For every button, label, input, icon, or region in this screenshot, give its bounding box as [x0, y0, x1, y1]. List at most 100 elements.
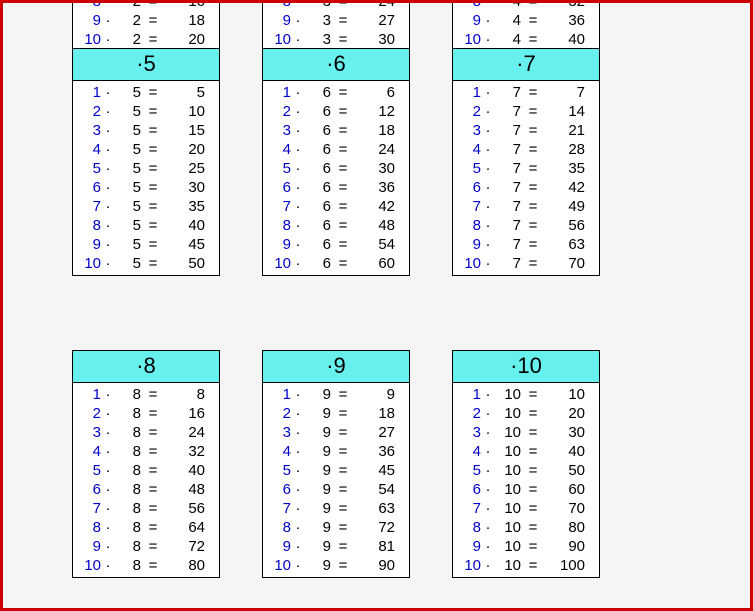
equals-symbol: = [521, 254, 545, 273]
equals-symbol: = [331, 178, 355, 197]
equation-row: 10·6=60 [269, 254, 403, 273]
multiplier-a: 9 [79, 235, 101, 254]
multiplier-a: 8 [269, 518, 291, 537]
dot-symbol: · [291, 159, 305, 178]
product: 25 [165, 159, 205, 178]
multiplier-b: 4 [495, 30, 521, 49]
multiplier-a: 8 [459, 216, 481, 235]
multiplier-a: 7 [269, 197, 291, 216]
equals-symbol: = [141, 140, 165, 159]
equation-row: 7·9=63 [269, 499, 403, 518]
multiplier-a: 6 [459, 178, 481, 197]
multiplier-b: 6 [305, 121, 331, 140]
product: 18 [355, 121, 395, 140]
equals-symbol: = [521, 442, 545, 461]
equation-row: 6·9=54 [269, 480, 403, 499]
equation-row: 7·8=56 [79, 499, 213, 518]
dot-symbol: · [291, 385, 305, 404]
multiplier-b: 2 [115, 30, 141, 49]
multiplier-a: 4 [269, 140, 291, 159]
table-body: 1·6=62·6=123·6=184·6=245·6=306·6=367·6=4… [263, 81, 409, 275]
dot-symbol: · [481, 385, 495, 404]
dot-symbol: · [481, 235, 495, 254]
equals-symbol: = [331, 461, 355, 480]
table-body: 1·3=32·3=63·3=94·3=125·3=156·3=187·3=218… [263, 0, 409, 51]
equals-symbol: = [331, 159, 355, 178]
equals-symbol: = [141, 0, 165, 11]
dot-symbol: · [291, 404, 305, 423]
product: 45 [165, 235, 205, 254]
equals-symbol: = [141, 159, 165, 178]
multiplier-a: 9 [269, 537, 291, 556]
multiplier-b: 5 [115, 121, 141, 140]
product: 36 [545, 11, 585, 30]
multiplier-a: 8 [269, 0, 291, 11]
equals-symbol: = [521, 556, 545, 575]
dot-symbol: · [481, 254, 495, 273]
equals-symbol: = [331, 83, 355, 102]
dot-symbol: · [291, 461, 305, 480]
multiplier-a: 8 [459, 0, 481, 11]
multiplier-b: 6 [305, 178, 331, 197]
product: 81 [355, 537, 395, 556]
equals-symbol: = [521, 404, 545, 423]
product: 35 [545, 159, 585, 178]
multiplier-a: 8 [459, 518, 481, 537]
multiplier-b: 7 [495, 235, 521, 254]
equals-symbol: = [331, 11, 355, 30]
multiplier-b: 10 [495, 556, 521, 575]
equation-row: 5·5=25 [79, 159, 213, 178]
equation-row: 4·7=28 [459, 140, 593, 159]
multiplier-b: 8 [115, 518, 141, 537]
product: 5 [165, 83, 205, 102]
equation-row: 1·8=8 [79, 385, 213, 404]
dot-symbol: · [101, 404, 115, 423]
product: 48 [355, 216, 395, 235]
equals-symbol: = [141, 556, 165, 575]
equals-symbol: = [521, 159, 545, 178]
multiplier-a: 5 [269, 461, 291, 480]
equation-row: 3·7=21 [459, 121, 593, 140]
multiplier-b: 9 [305, 480, 331, 499]
equation-row: 1·5=5 [79, 83, 213, 102]
equation-row: 4·8=32 [79, 442, 213, 461]
dot-symbol: · [481, 556, 495, 575]
dot-symbol: · [481, 480, 495, 499]
product: 36 [355, 178, 395, 197]
dot-symbol: · [101, 102, 115, 121]
dot-symbol: · [291, 140, 305, 159]
equals-symbol: = [331, 254, 355, 273]
equation-row: 5·10=50 [459, 461, 593, 480]
equals-symbol: = [141, 197, 165, 216]
product: 40 [165, 461, 205, 480]
dot-symbol: · [291, 121, 305, 140]
product: 28 [545, 140, 585, 159]
multiplier-a: 10 [269, 30, 291, 49]
multiplier-a: 1 [269, 83, 291, 102]
multiplier-b: 7 [495, 102, 521, 121]
multiplier-a: 7 [79, 197, 101, 216]
multiplier-b: 10 [495, 537, 521, 556]
dot-symbol: · [101, 11, 115, 30]
dot-symbol: · [291, 537, 305, 556]
product: 49 [545, 197, 585, 216]
multiplier-a: 6 [79, 178, 101, 197]
multiplier-a: 8 [79, 216, 101, 235]
multiplier-a: 1 [269, 385, 291, 404]
multiplier-a: 2 [459, 102, 481, 121]
dot-symbol: · [101, 423, 115, 442]
equals-symbol: = [521, 121, 545, 140]
equation-row: 5·7=35 [459, 159, 593, 178]
product: 24 [355, 0, 395, 11]
equation-row: 4·6=24 [269, 140, 403, 159]
equals-symbol: = [521, 102, 545, 121]
equals-symbol: = [141, 518, 165, 537]
product: 15 [165, 121, 205, 140]
dot-symbol: · [291, 216, 305, 235]
equation-row: 3·5=15 [79, 121, 213, 140]
equals-symbol: = [331, 140, 355, 159]
product: 63 [355, 499, 395, 518]
dot-symbol: · [481, 121, 495, 140]
equation-row: 6·6=36 [269, 178, 403, 197]
product: 70 [545, 254, 585, 273]
